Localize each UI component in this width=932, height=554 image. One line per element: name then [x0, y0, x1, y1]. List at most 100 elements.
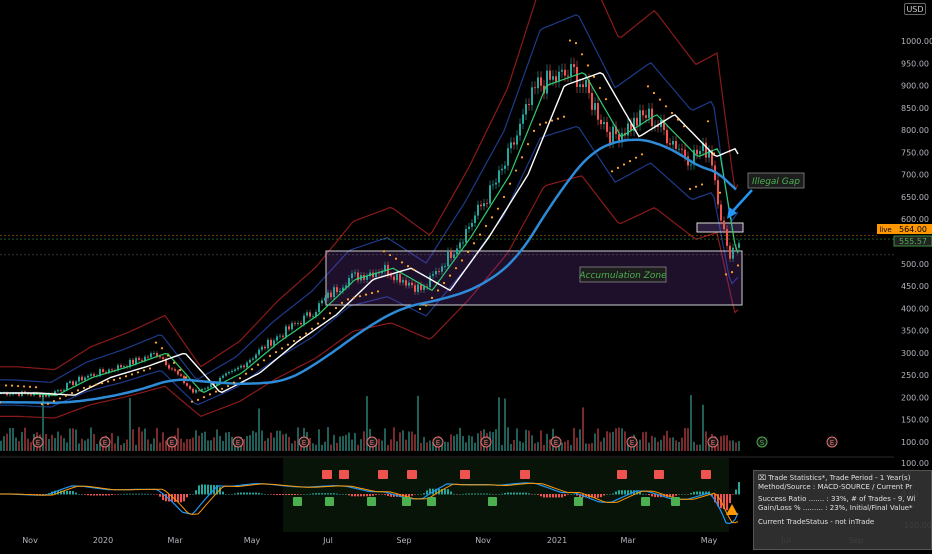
volume-bar — [87, 438, 89, 451]
volume-bar — [681, 437, 683, 451]
illegal-gap-label-box — [747, 172, 805, 189]
trailing-stop-dot — [100, 381, 104, 385]
volume-bar — [393, 427, 395, 451]
price-tick-label: 300.00 — [901, 349, 929, 358]
candle-body — [699, 151, 701, 155]
candle-body — [93, 374, 95, 376]
candle-body — [237, 367, 239, 370]
volume-bar — [621, 428, 623, 451]
time-tick-label: 2020 — [93, 536, 113, 545]
volume-bar — [729, 440, 731, 451]
take-profit-marker — [460, 470, 470, 479]
trade-stats-line-2: Method/Source : MACD-SOURCE / Current Pr — [758, 483, 913, 491]
histogram-bar — [171, 494, 173, 502]
live-tag: live — [879, 226, 891, 234]
histogram-bar — [447, 489, 449, 495]
candle-body — [42, 394, 44, 398]
trailing-stop-dot — [520, 156, 524, 159]
histogram-bar — [330, 493, 332, 495]
volume-bar — [543, 444, 545, 451]
candle-body — [18, 393, 20, 396]
candle-body — [420, 284, 422, 290]
volume-bar — [453, 435, 455, 451]
volume-bar — [675, 440, 677, 451]
trailing-stop-dot — [568, 39, 572, 42]
candle-body — [195, 389, 197, 393]
candle-body — [84, 377, 86, 381]
candle-body — [639, 110, 641, 126]
trailing-stop-dot — [82, 386, 86, 390]
trailing-stop-dot — [598, 86, 602, 90]
volume-bar — [114, 443, 116, 451]
accumulation-zone-box: Accumulation Zone — [325, 250, 743, 306]
trailing-stop-dot — [658, 98, 662, 101]
volume-bar — [312, 443, 314, 451]
histogram-bar — [585, 494, 587, 498]
volume-bar — [177, 428, 179, 451]
trailing-stop-dot — [616, 166, 620, 169]
candle-body — [87, 375, 89, 378]
histogram-bar — [183, 494, 185, 502]
candle-body — [618, 134, 620, 143]
candle-body — [351, 273, 353, 279]
histogram-bar — [684, 494, 686, 495]
trailing-stop-dot — [622, 163, 626, 166]
earnings-marker-label: E — [830, 439, 834, 447]
trailing-stop-dot — [724, 273, 728, 276]
volume-bar — [339, 436, 341, 451]
trade-statistics-panel: ⌧ Trade Statistics*, Trade Period - 1 Ye… — [753, 470, 932, 550]
histogram-bar — [495, 494, 497, 495]
candle-body — [552, 76, 554, 80]
volume-bar — [576, 437, 578, 451]
candle-body — [30, 394, 32, 396]
candle-body — [225, 373, 227, 376]
volume-bar — [192, 437, 194, 451]
earnings-marker-label: E — [436, 439, 440, 447]
volume-bar — [507, 427, 509, 451]
trailing-stop-dot — [226, 384, 230, 388]
candle-body — [72, 381, 74, 386]
trailing-stop-dot — [196, 398, 200, 401]
candle-body — [663, 119, 665, 130]
histogram-bar — [90, 494, 92, 496]
volume-bar — [432, 442, 434, 451]
volume-bar — [363, 431, 365, 451]
candle-body — [429, 275, 431, 288]
volume-bar — [219, 436, 221, 451]
volume-bar — [561, 442, 563, 451]
volume-bar — [42, 397, 44, 451]
histogram-bar — [381, 494, 383, 495]
entry-marker — [427, 497, 436, 506]
price-tick-label: 850.00 — [901, 104, 929, 113]
candle-body — [684, 149, 686, 157]
candle-body — [408, 282, 410, 286]
volume-bar — [63, 438, 65, 451]
volume-bar — [291, 443, 293, 451]
candle-body — [465, 229, 467, 243]
entry-marker — [641, 497, 650, 506]
candle-body — [156, 353, 158, 357]
volume-bar — [318, 429, 320, 451]
volume-bar — [540, 430, 542, 451]
trade-stats-line-1: ⌧ Trade Statistics*, Trade Period - 1 Ye… — [758, 474, 911, 482]
candle-body — [357, 272, 359, 281]
histogram-bar — [201, 484, 203, 495]
trailing-stop-dot — [22, 385, 26, 388]
currency-badge[interactable]: USD — [904, 3, 926, 15]
volume-bar — [96, 444, 98, 451]
trailing-stop-dot — [694, 185, 698, 188]
candle-body — [411, 282, 413, 286]
candle-body — [57, 390, 59, 392]
histogram-bar — [285, 494, 287, 496]
price-tick-label: 150.00 — [901, 416, 929, 425]
histogram-bar — [249, 492, 251, 495]
histogram-bar — [312, 493, 314, 495]
histogram-bar — [162, 494, 164, 501]
candle-body — [405, 280, 407, 286]
candle-body — [90, 374, 92, 376]
candle-body — [222, 375, 224, 378]
candle-body — [189, 385, 191, 389]
earnings-marker — [366, 436, 378, 448]
